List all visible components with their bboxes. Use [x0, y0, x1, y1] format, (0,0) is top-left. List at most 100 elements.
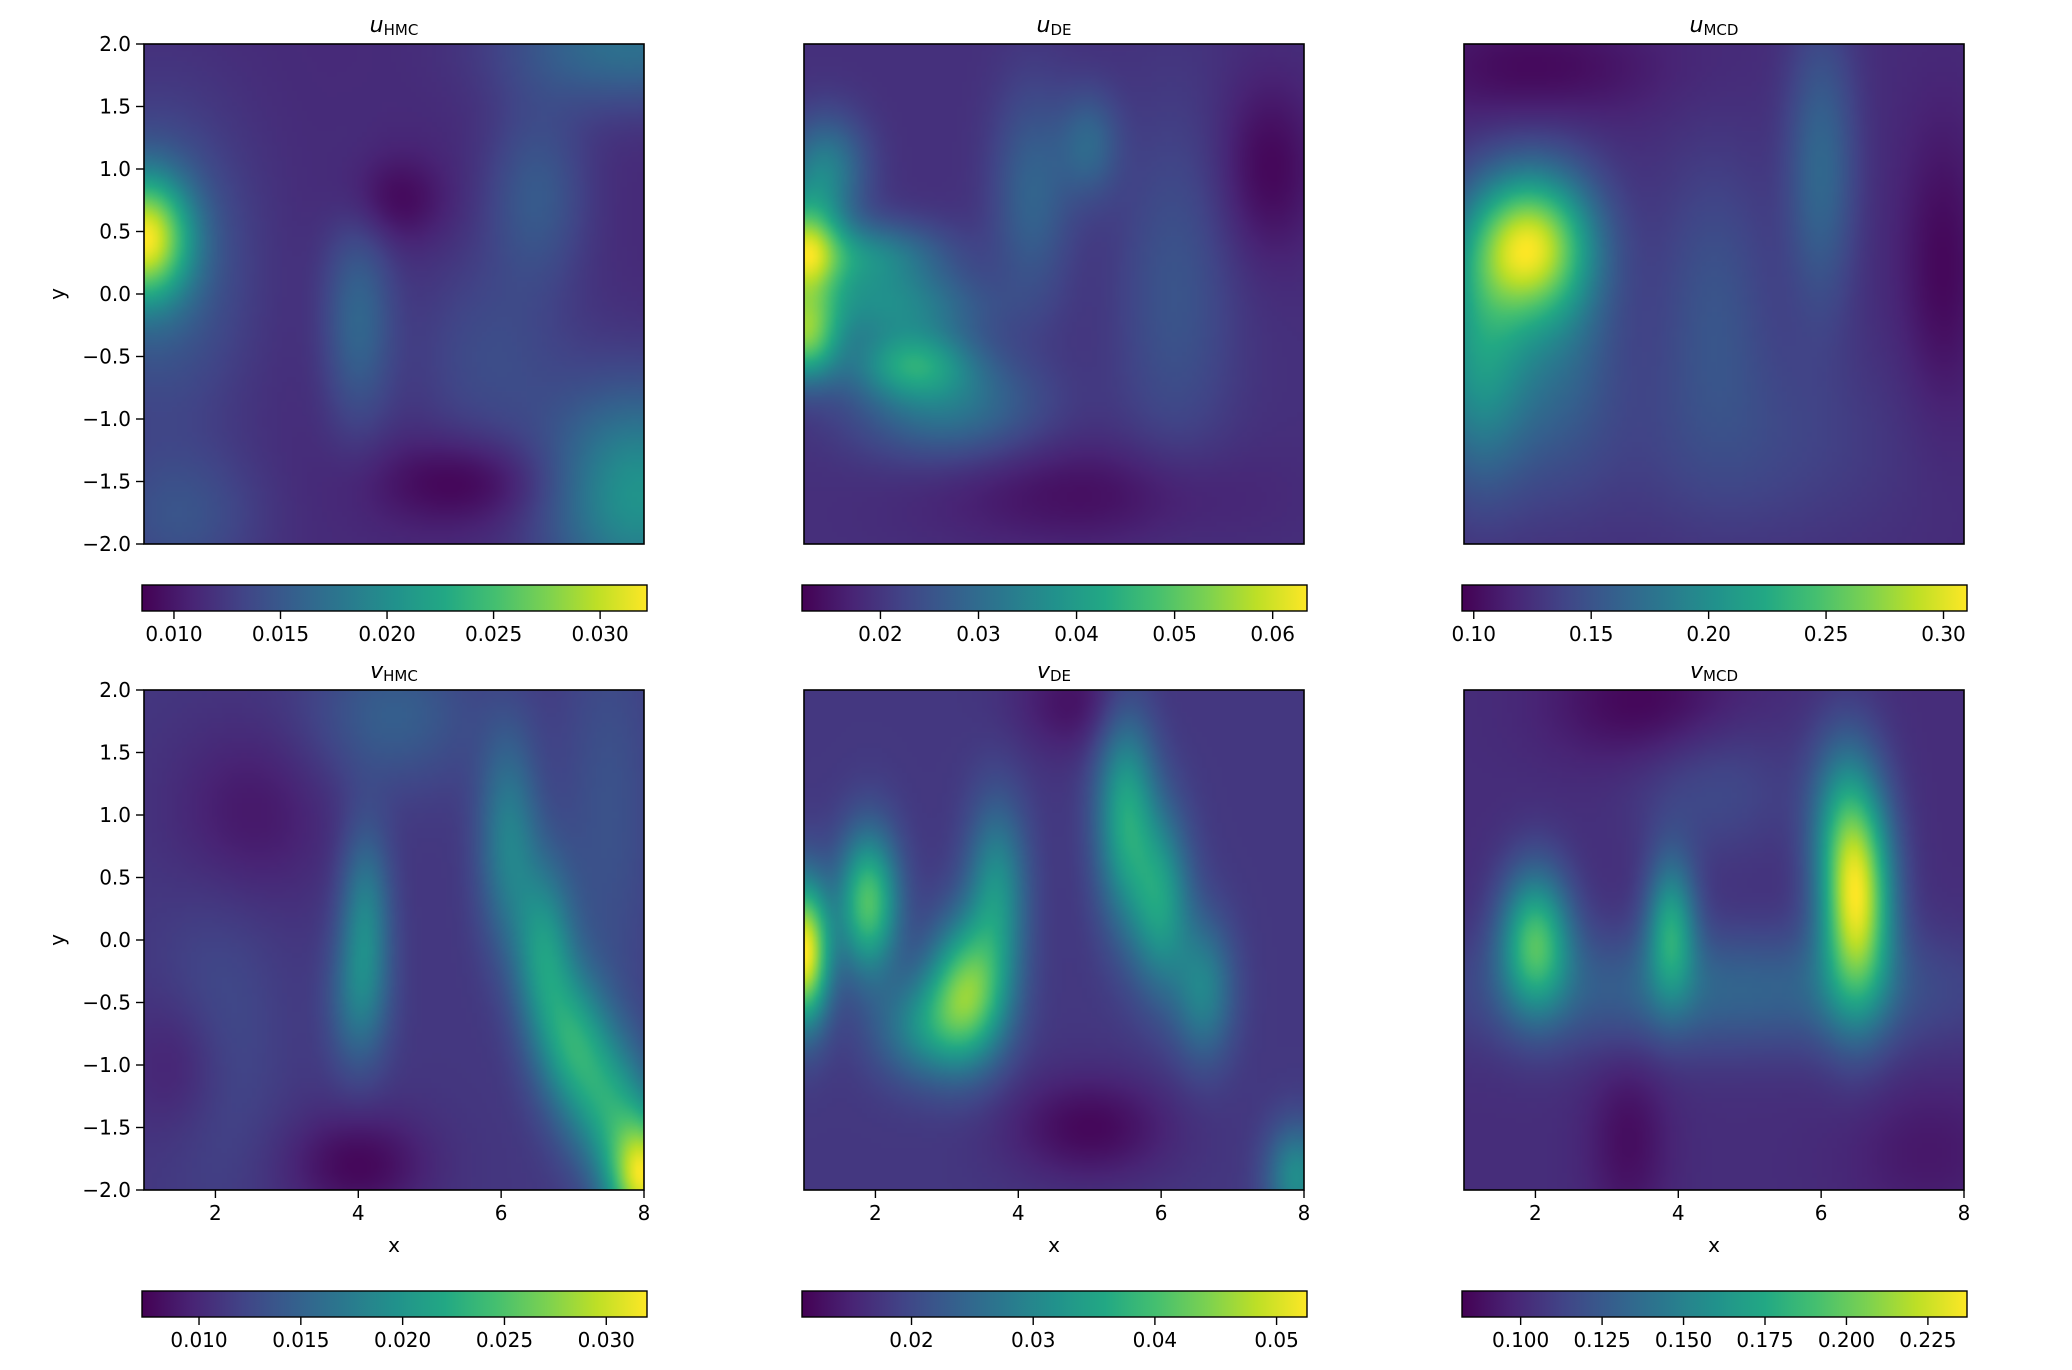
panel-title-main-3: v — [370, 659, 384, 684]
axes-frame-2 — [1463, 43, 1965, 545]
colorbar-tick-label: 0.02 — [889, 1328, 934, 1352]
colorbar-tick-label: 0.10 — [1451, 622, 1496, 646]
heatmap-panel-5: vMCD 2 4 6 8 x 0.100 0.125 0.150 0.175 0.200 0.225 — [1461, 659, 1971, 1352]
panel-title-1: uDE — [1037, 13, 1072, 39]
heatmap-panel-2: uMCD 0.10 0.15 0.20 0.25 0.30 — [1451, 13, 1968, 646]
y-tick-label: 1.0 — [99, 157, 131, 181]
y-tick-label: 0.5 — [99, 866, 131, 890]
panel-title-0: uHMC — [370, 13, 419, 39]
colorbar-tick-label: 0.010 — [170, 1328, 227, 1352]
colorbar-tick-label: 0.100 — [1492, 1328, 1549, 1352]
y-tick-label: 2.0 — [99, 678, 131, 702]
panel-title-sub-5: MCD — [1703, 667, 1738, 685]
axes-frame-4 — [803, 689, 1305, 1191]
heatmap-panel-1: uDE 0.02 0.03 0.04 0.05 0.06 — [801, 13, 1308, 646]
y-tick-label: −1.5 — [82, 470, 131, 494]
panel-title-main-4: v — [1037, 659, 1051, 684]
panel-title-sub-2: MCD — [1703, 21, 1738, 39]
panel-title-main-0: u — [370, 13, 384, 38]
colorbar-tick-label: 0.04 — [1054, 622, 1099, 646]
panel-title-main-2: u — [1690, 13, 1704, 38]
colorbar-tick-label: 0.05 — [1152, 622, 1197, 646]
y-tick-label: −0.5 — [82, 345, 131, 369]
colorbar-tick-label: 0.020 — [374, 1328, 431, 1352]
x-tick-label: 8 — [1298, 1201, 1311, 1225]
colorbar-tick-label: 0.30 — [1921, 622, 1966, 646]
panel-title-main-5: v — [1690, 659, 1704, 684]
colorbar-4 — [801, 1290, 1308, 1318]
colorbar-3 — [141, 1290, 648, 1318]
colorbar-tick-label: 0.200 — [1818, 1328, 1875, 1352]
x-axis-label: x — [1048, 1233, 1060, 1257]
panel-title-main-1: u — [1037, 13, 1051, 38]
y-tick-label: −1.0 — [82, 407, 131, 431]
y-tick-label: 0.5 — [99, 220, 131, 244]
x-tick-label: 2 — [209, 1201, 222, 1225]
colorbar-tick-label: 0.225 — [1899, 1328, 1956, 1352]
colorbar-tick-label: 0.020 — [358, 622, 415, 646]
colorbar-tick-label: 0.010 — [145, 622, 202, 646]
heatmap-panel-3: vHMC 2.0 1.5 1.0 0.5 0.0 −0.5 −1.0 −1.5 −2.0 y 2 4 6 8… — [45, 659, 650, 1352]
panel-title-sub-3: HMC — [383, 667, 418, 685]
x-tick-label: 4 — [352, 1201, 365, 1225]
panel-title-sub-0: HMC — [384, 21, 419, 39]
x-tick-label: 8 — [1958, 1201, 1971, 1225]
y-tick-label: 1.0 — [99, 803, 131, 827]
colorbar-tick-label: 0.025 — [465, 622, 522, 646]
x-tick-label: 4 — [1012, 1201, 1025, 1225]
y-axis-label: y — [45, 934, 69, 946]
colorbar-1 — [801, 584, 1308, 612]
x-axis-label: x — [388, 1233, 400, 1257]
colorbar-tick-label: 0.015 — [252, 622, 309, 646]
heatmap-image-5 — [1464, 690, 1964, 1190]
panel-title-sub-4: DE — [1050, 667, 1071, 685]
colorbar-tick-label: 0.150 — [1655, 1328, 1712, 1352]
heatmap-image-2 — [1464, 44, 1964, 544]
y-tick-label: 2.0 — [99, 32, 131, 56]
heatmap-panel-4: vDE 2 4 6 8 x 0.02 0.03 0.04 0.05 — [801, 659, 1311, 1352]
colorbar-tick-label: 0.06 — [1250, 622, 1295, 646]
heatmap-image-0 — [144, 44, 644, 544]
colorbar-2 — [1461, 584, 1968, 612]
y-tick-label: 0.0 — [99, 928, 131, 952]
axes-frame-5 — [1463, 689, 1965, 1191]
colorbar-tick-label: 0.25 — [1804, 622, 1849, 646]
x-tick-label: 6 — [495, 1201, 508, 1225]
colorbar-5 — [1461, 1290, 1968, 1318]
panel-title-2: uMCD — [1690, 13, 1739, 39]
heatmap-image-3 — [144, 690, 644, 1190]
colorbar-tick-label: 0.175 — [1736, 1328, 1793, 1352]
x-axis-label: x — [1708, 1233, 1720, 1257]
colorbar-tick-label: 0.15 — [1569, 622, 1614, 646]
colorbar-0 — [141, 584, 648, 612]
y-tick-label: −2.0 — [82, 532, 131, 556]
y-tick-label: −1.0 — [82, 1053, 131, 1077]
panel-title-sub-1: DE — [1050, 21, 1071, 39]
y-tick-label: −1.5 — [82, 1116, 131, 1140]
x-tick-label: 2 — [869, 1201, 882, 1225]
y-tick-label: −2.0 — [82, 1178, 131, 1202]
colorbar-tick-label: 0.05 — [1254, 1328, 1299, 1352]
y-tick-label: −0.5 — [82, 991, 131, 1015]
x-tick-label: 2 — [1529, 1201, 1542, 1225]
colorbar-tick-label: 0.025 — [476, 1328, 533, 1352]
colorbar-tick-label: 0.030 — [578, 1328, 635, 1352]
y-tick-label: 1.5 — [99, 95, 131, 119]
colorbar-tick-label: 0.030 — [571, 622, 628, 646]
x-tick-label: 6 — [1155, 1201, 1168, 1225]
axes-frame-1 — [803, 43, 1305, 545]
panel-title-5: vMCD — [1690, 659, 1738, 685]
y-tick-label: 0.0 — [99, 282, 131, 306]
y-tick-label: 1.5 — [99, 741, 131, 765]
panel-title-4: vDE — [1037, 659, 1071, 685]
colorbar-tick-label: 0.20 — [1686, 622, 1731, 646]
colorbar-tick-label: 0.02 — [858, 622, 903, 646]
colorbar-tick-label: 0.015 — [272, 1328, 329, 1352]
colorbar-tick-label: 0.03 — [956, 622, 1001, 646]
x-tick-label: 6 — [1815, 1201, 1828, 1225]
heatmap-image-4 — [804, 690, 1304, 1190]
panel-title-3: vHMC — [370, 659, 418, 685]
colorbar-tick-label: 0.125 — [1573, 1328, 1630, 1352]
